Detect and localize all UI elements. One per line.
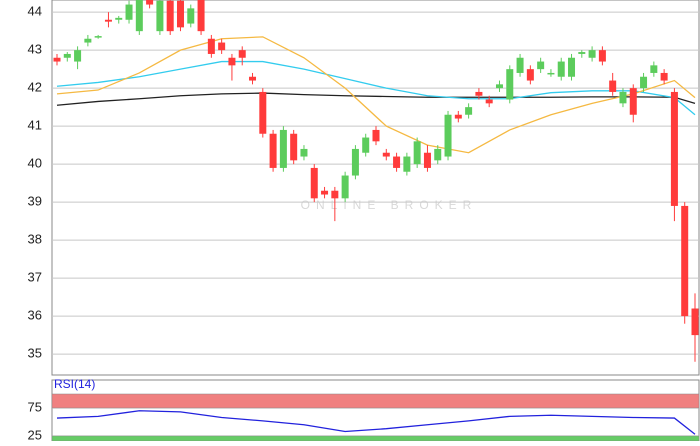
candle-body	[660, 72, 668, 81]
candle-body	[413, 141, 421, 165]
candle-body	[423, 152, 431, 168]
candle-body	[218, 42, 226, 51]
candle-body	[84, 38, 92, 43]
candle-body	[146, 0, 154, 5]
candle-body	[300, 148, 308, 157]
candle-body	[568, 57, 576, 77]
y-tick-label: 38	[28, 232, 42, 247]
panel-title: RSI(14)	[54, 377, 95, 391]
y-tick-label: 37	[28, 270, 42, 285]
candle-body	[176, 0, 184, 28]
candle-body	[351, 148, 359, 176]
plot-area	[53, 0, 699, 362]
rsi-band	[51, 435, 700, 442]
candle-body	[135, 0, 143, 32]
candle-body	[74, 50, 82, 62]
candle-body	[259, 91, 267, 134]
candle-body	[629, 88, 637, 115]
candle-body	[650, 65, 658, 73]
candle-body	[63, 53, 71, 58]
candle-body	[249, 76, 257, 81]
candle-body	[681, 205, 689, 317]
y-tick-label: 42	[28, 80, 42, 95]
candle-body	[382, 152, 390, 157]
candle-body	[393, 156, 401, 168]
candle-body	[115, 17, 123, 20]
candle-body	[588, 50, 596, 58]
y-tick-label: 75	[28, 399, 42, 414]
candle-body	[207, 38, 215, 54]
candle-body	[156, 0, 164, 32]
candle-body	[485, 99, 493, 104]
rsi-band	[51, 393, 700, 409]
candle-body	[516, 57, 524, 73]
candle-body	[578, 52, 586, 54]
moving-average	[56, 92, 696, 106]
candle-body	[547, 72, 555, 75]
candle-body	[321, 190, 329, 195]
candle-body	[506, 69, 514, 100]
candle-body	[670, 91, 678, 206]
candle-body	[475, 91, 483, 96]
candle-body	[53, 57, 61, 62]
candle-body	[619, 91, 627, 104]
candle-body	[197, 0, 205, 32]
candle-body	[691, 308, 699, 336]
candle-body	[557, 61, 565, 77]
candle-body	[362, 137, 370, 153]
y-tick-label: 36	[28, 308, 42, 323]
rsi-line	[56, 410, 696, 435]
candle-body	[454, 114, 462, 119]
candle-body	[104, 19, 112, 22]
candle-body	[290, 133, 298, 161]
candle-body	[341, 175, 349, 199]
y-tick-label: 40	[28, 156, 42, 171]
candle-body	[279, 129, 287, 168]
candle-body	[444, 114, 452, 157]
candle-body	[125, 4, 133, 20]
candle-body	[166, 0, 174, 32]
candle-body	[537, 61, 545, 70]
y-tick-label: 41	[28, 118, 42, 133]
candle-body	[640, 76, 648, 89]
candle-body	[228, 57, 236, 66]
candle-body	[434, 148, 442, 161]
y-tick-label: 25	[28, 427, 42, 441]
candle-body	[94, 36, 102, 38]
y-tick-label: 35	[28, 346, 42, 361]
panel-frame	[51, 0, 700, 376]
y-tick-label: 44	[28, 4, 42, 19]
moving-average	[56, 36, 696, 154]
candle-body	[238, 50, 246, 58]
moving-average	[56, 60, 696, 116]
candle-body	[465, 107, 473, 115]
candle-body	[331, 190, 339, 199]
candle-body	[609, 80, 617, 92]
y-tick-label: 39	[28, 194, 42, 209]
y-tick-label: 43	[28, 42, 42, 57]
watermark: ONLINE BROKER	[301, 198, 478, 212]
candle-body	[372, 129, 380, 142]
candle-body	[403, 156, 411, 172]
candle-body	[187, 8, 195, 24]
candle-body	[495, 84, 503, 89]
candle-body	[269, 133, 277, 168]
candle-body	[526, 69, 534, 81]
candle-body	[310, 167, 318, 199]
candle-body	[598, 50, 606, 62]
